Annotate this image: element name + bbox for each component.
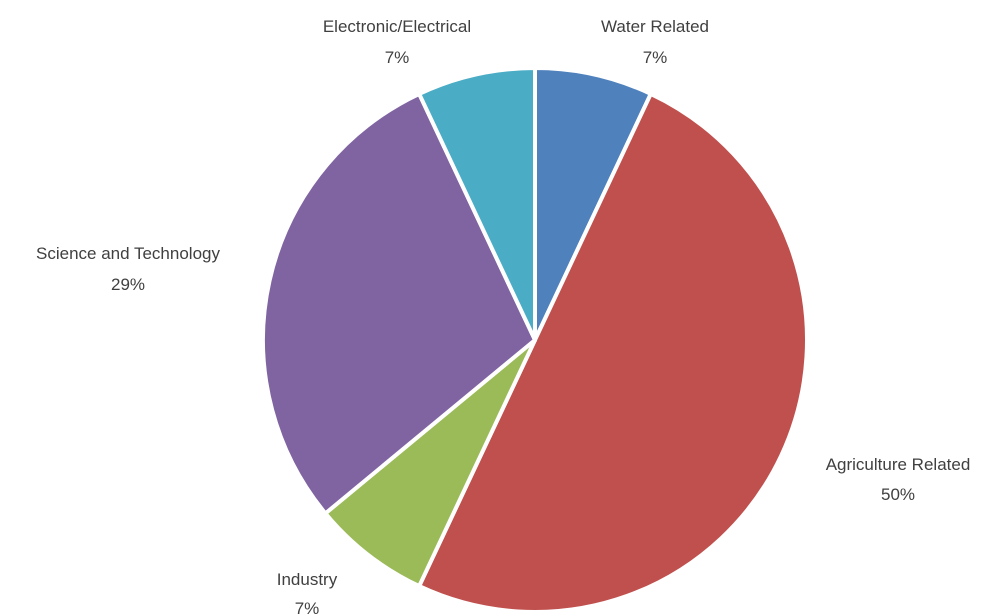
data-label-name: Electronic/Electrical — [323, 17, 471, 36]
data-label-electronic-electrical: Electronic/Electrical 7% — [323, 17, 471, 67]
pie-slice-industry — [323, 338, 537, 589]
data-label-name: Industry — [277, 570, 338, 589]
data-label-water-related: Water Related 7% — [601, 17, 709, 67]
data-label-percent: 50% — [881, 485, 915, 504]
data-label-percent: 7% — [385, 48, 410, 67]
data-label-name: Science and Technology — [36, 244, 220, 263]
data-label-percent: 7% — [295, 599, 320, 616]
data-label-percent: 29% — [111, 275, 145, 294]
data-label-industry: Industry 7% — [277, 570, 338, 616]
data-label-percent: 7% — [643, 48, 668, 67]
data-label-name: Agriculture Related — [826, 455, 971, 474]
pie-labels: Water Related 7% Agriculture Related 50% Ind… — [36, 17, 970, 616]
data-label-agriculture-related: Agriculture Related 50% — [826, 455, 971, 504]
data-label-science-and-technology: Science and Technology 29% — [36, 244, 220, 294]
pie-slices — [261, 66, 809, 614]
pie-slice-water-related — [533, 66, 653, 342]
pie-slice-electronic-electrical — [417, 66, 537, 342]
data-label-name: Water Related — [601, 17, 709, 36]
pie-slice-agriculture-related — [417, 91, 809, 614]
